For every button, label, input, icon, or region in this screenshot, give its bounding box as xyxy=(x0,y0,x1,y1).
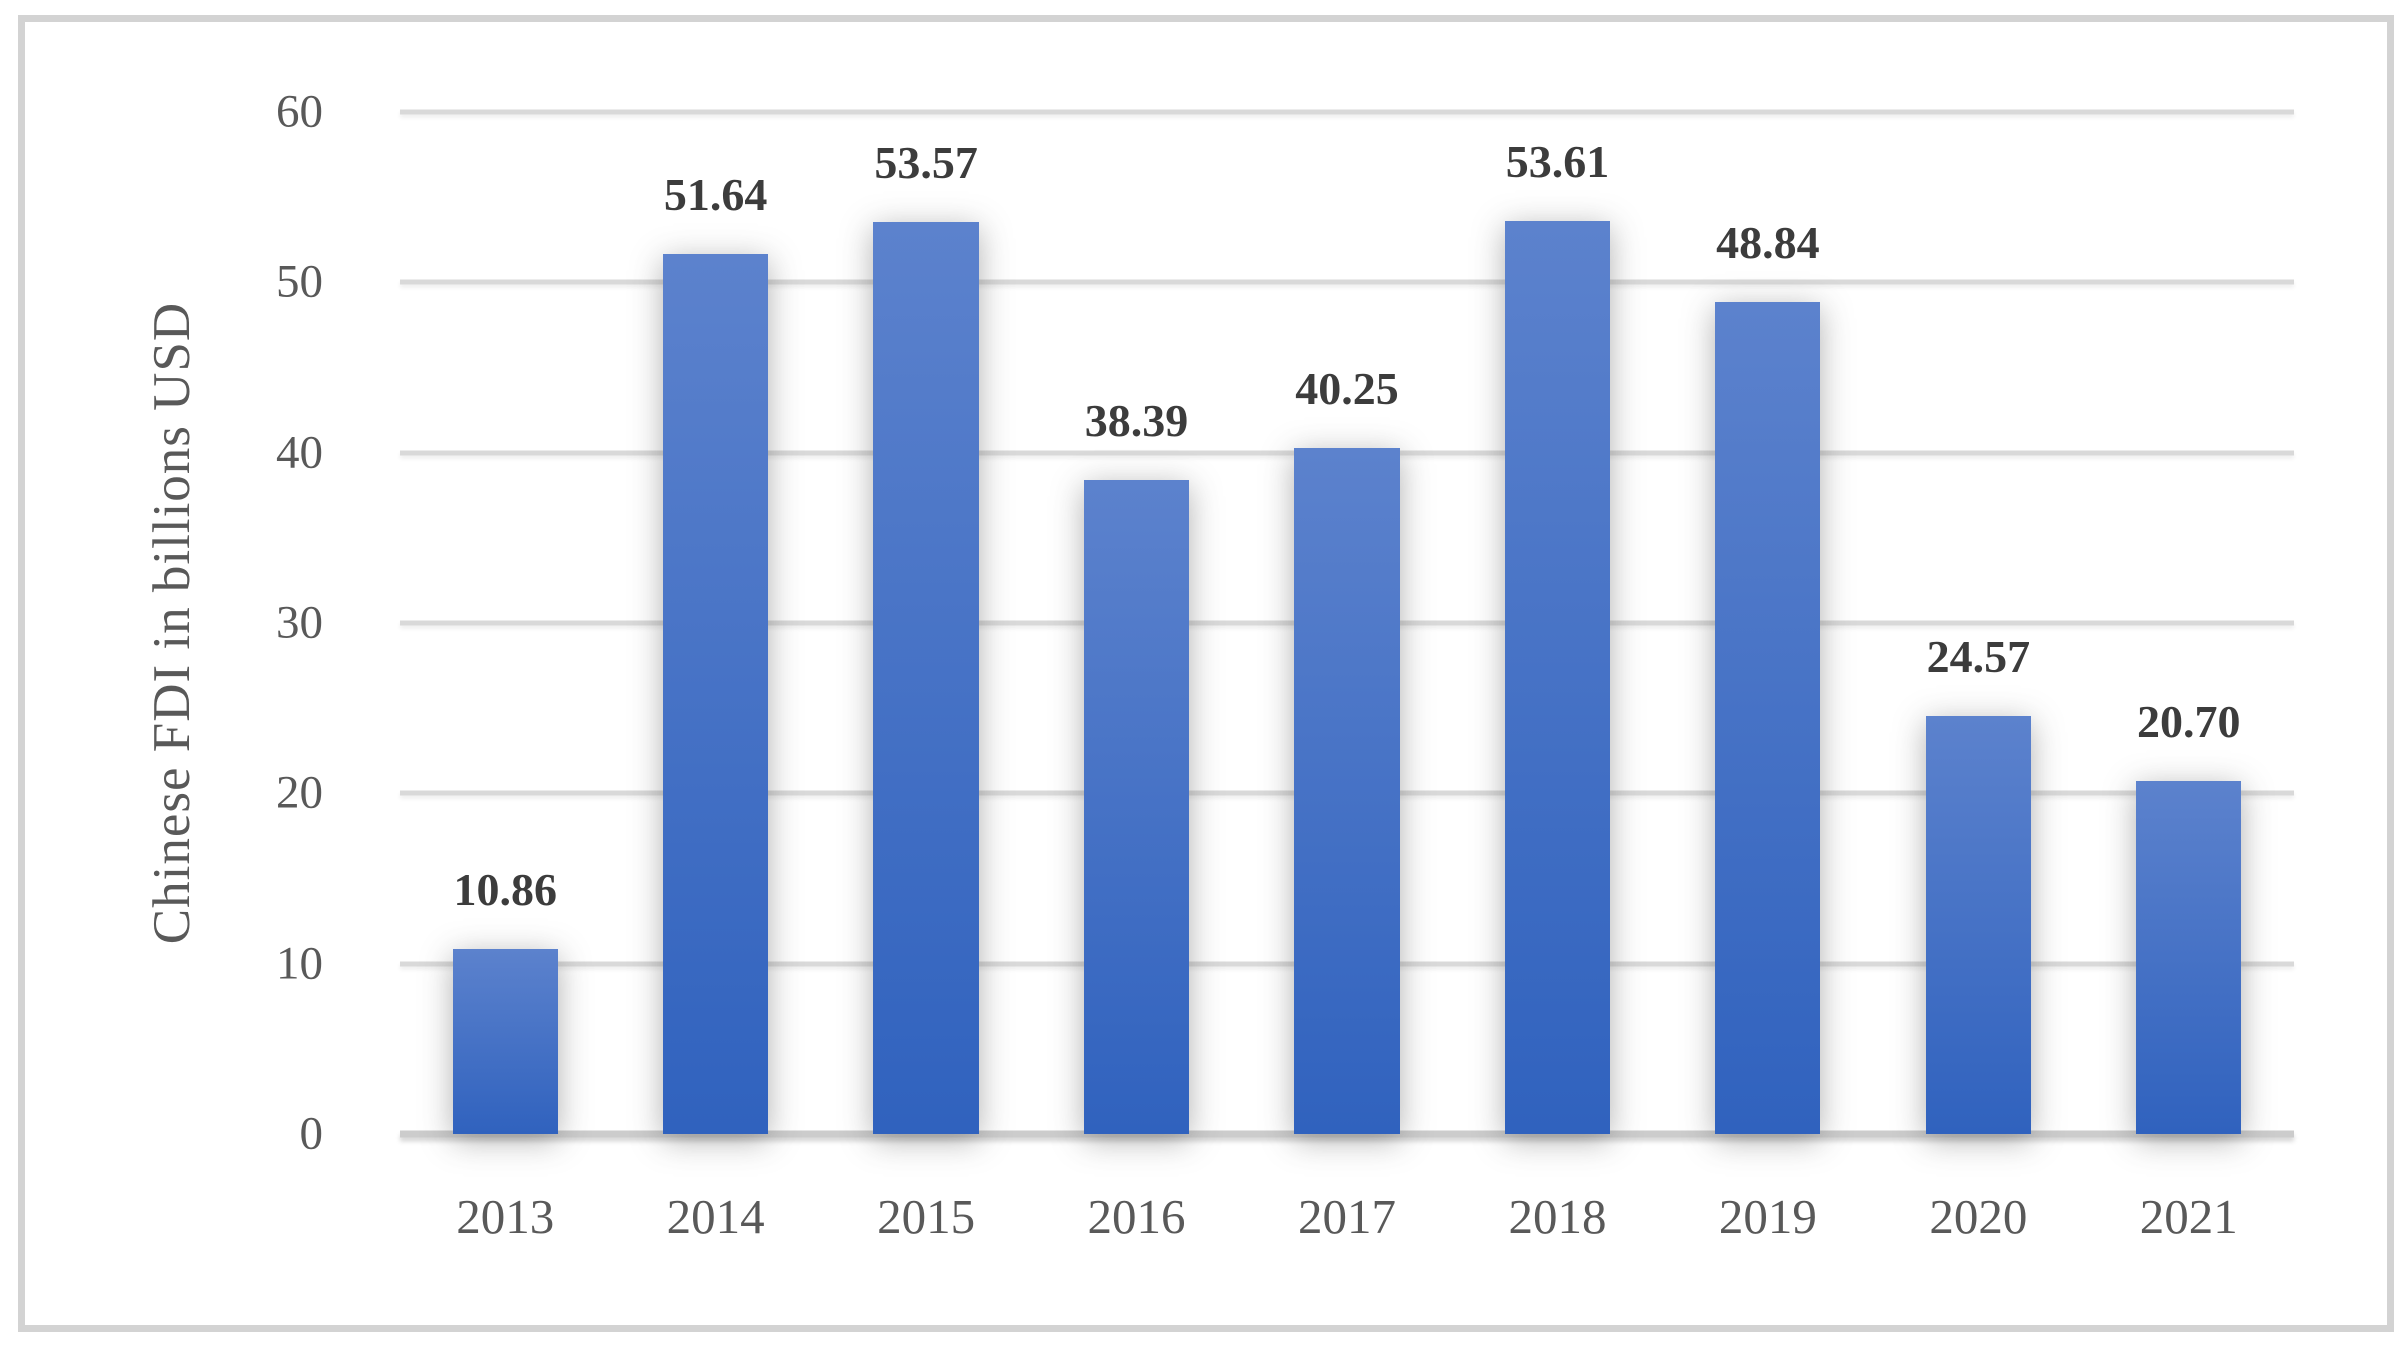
x-axis-labels: 2013 2014 2015 2016 2017 2018 2019 2020 2021 xyxy=(400,1192,2294,1272)
bar-group-2015: 53.57 xyxy=(821,139,1031,1134)
bar-group-2019: 48.84 xyxy=(1663,220,1873,1134)
bar xyxy=(663,254,769,1134)
bar-value-label: 10.86 xyxy=(453,864,557,916)
bar xyxy=(1504,220,1611,1134)
bar-group-2020: 24.57 xyxy=(1873,633,2083,1134)
y-tick-label: 10 xyxy=(276,937,323,990)
y-tick-label: 30 xyxy=(276,596,323,649)
bar-value-label: 24.57 xyxy=(1926,630,2031,682)
bar xyxy=(1925,715,2031,1134)
bar-value-label: 20.70 xyxy=(2137,696,2241,748)
bar-group-2014: 51.64 xyxy=(610,172,820,1134)
y-tick-label: 40 xyxy=(276,426,323,479)
bar-group-2013: 10.86 xyxy=(400,867,610,1134)
x-tick-label: 2021 xyxy=(2139,1189,2238,1244)
bar-value-label: 53.61 xyxy=(1505,135,1610,187)
bar xyxy=(1294,448,1400,1134)
x-tick-label: 2014 xyxy=(666,1189,765,1244)
bar-value-label: 48.84 xyxy=(1716,217,1820,269)
x-tick-label: 2019 xyxy=(1718,1189,1817,1244)
bar-value-label: 38.39 xyxy=(1084,395,1189,447)
y-tick-label: 60 xyxy=(276,85,323,138)
bar-group-2017: 40.25 xyxy=(1242,366,1452,1134)
bar-value-label: 53.57 xyxy=(874,136,978,188)
x-tick-label: 2018 xyxy=(1508,1189,1607,1244)
bar-group-2018: 53.61 xyxy=(1452,138,1662,1134)
bar xyxy=(1083,480,1190,1134)
bar xyxy=(452,949,558,1134)
y-tick-label: 20 xyxy=(276,766,323,819)
bar-group-2016: 38.39 xyxy=(1031,398,1241,1134)
x-tick-label: 2020 xyxy=(1929,1189,2028,1244)
bar-value-label: 51.64 xyxy=(663,169,768,221)
gridline xyxy=(400,279,2294,285)
bar-value-label: 40.25 xyxy=(1295,363,1399,415)
bar xyxy=(2136,781,2242,1134)
bar xyxy=(873,221,979,1134)
x-axis-baseline xyxy=(400,1130,2294,1138)
y-axis-tick-labels: 0 10 20 30 40 50 60 xyxy=(0,88,323,1157)
x-tick-label: 2017 xyxy=(1297,1189,1396,1244)
y-tick-label: 0 xyxy=(299,1107,324,1160)
x-tick-label: 2013 xyxy=(456,1189,555,1244)
x-tick-label: 2015 xyxy=(877,1189,976,1244)
bar xyxy=(1715,302,1821,1134)
gridline xyxy=(400,109,2294,115)
bar-group-2021: 20.70 xyxy=(2084,699,2294,1134)
x-tick-label: 2016 xyxy=(1087,1189,1186,1244)
y-tick-label: 50 xyxy=(276,255,323,308)
plot-area: 10.86 51.64 53.57 38.39 40.25 53.61 48.84 24.57… xyxy=(400,109,2294,1138)
